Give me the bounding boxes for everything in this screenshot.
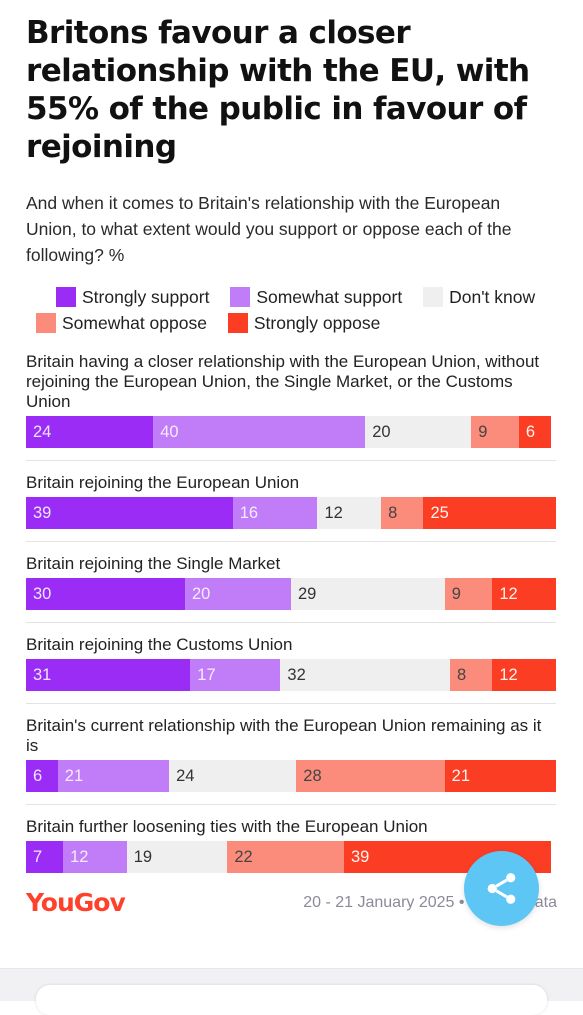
bottom-panel [36, 985, 547, 1015]
bar-segment-somewhat-support[interactable]: 20 [185, 578, 291, 610]
legend-label: Strongly oppose [253, 313, 381, 333]
legend-item-somewhat-oppose[interactable]: Somewhat oppose [26, 313, 207, 333]
bar-segment-dont-know[interactable]: 29 [291, 578, 445, 610]
bar-segment-somewhat-support[interactable]: 40 [153, 416, 366, 448]
share-button[interactable] [464, 851, 539, 926]
legend-item-strongly-support[interactable]: Strongly support [26, 287, 209, 307]
legend-swatch [36, 313, 56, 333]
bar-segment-strongly-oppose[interactable]: 12 [492, 659, 556, 691]
bar-segment-dont-know[interactable]: 12 [317, 497, 382, 529]
yougov-logo[interactable]: YouGov [26, 888, 126, 917]
chart-subtitle: And when it comes to Britain's relations… [26, 193, 512, 265]
bar-segment-dont-know[interactable]: 19 [126, 841, 228, 873]
legend-swatch [423, 287, 444, 307]
category-label: Britain having a closer relationship wit… [26, 352, 540, 411]
legend-item-strongly-oppose[interactable]: Strongly oppose [218, 313, 380, 333]
chart-row: Britain rejoining the Single Market 30 20 2… [26, 550, 556, 623]
legend-label: Somewhat support [256, 287, 403, 307]
stacked-bar: 24 40 20 9 6 [26, 416, 556, 448]
bar-segment-strongly-support[interactable]: 31 [26, 659, 191, 691]
bar-segment-somewhat-oppose[interactable]: 28 [296, 760, 445, 792]
bar-segment-somewhat-support[interactable]: 12 [63, 841, 127, 873]
stacked-bar: 30 20 29 9 12 [26, 578, 556, 610]
bar-segment-somewhat-oppose[interactable]: 9 [471, 416, 519, 448]
legend-item-somewhat-support[interactable]: Somewhat support [220, 287, 402, 307]
chart-row: Britain's current relationship with the … [26, 712, 556, 805]
stacked-bar: 6 21 24 28 21 [26, 760, 556, 792]
stacked-bar-chart: Britain having a closer relationship wit… [26, 348, 556, 893]
stacked-bar: 31 17 32 8 12 [26, 659, 556, 691]
bar-segment-dont-know[interactable]: 32 [280, 659, 450, 691]
bar-segment-somewhat-oppose[interactable]: 9 [444, 578, 493, 610]
bar-segment-strongly-oppose[interactable]: 6 [518, 416, 551, 448]
category-label: Britain's current relationship with the … [26, 716, 542, 755]
legend-item-dont-know[interactable]: Don't know [413, 287, 535, 307]
chart-legend: Strongly support Somewhat support Don't … [26, 284, 546, 336]
chart-row: Britain rejoining the European Union 39 16… [26, 469, 556, 542]
legend-swatch [56, 287, 76, 307]
chart-row: Britain having a closer relationship wit… [26, 348, 556, 461]
bar-segment-strongly-support[interactable]: 7 [26, 841, 64, 873]
legend-swatch [230, 287, 251, 307]
category-label: Britain rejoining the Single Market [26, 554, 281, 573]
bar-segment-strongly-support[interactable]: 39 [26, 497, 233, 529]
bar-segment-somewhat-oppose[interactable]: 8 [449, 659, 493, 691]
bar-segment-somewhat-oppose[interactable]: 22 [227, 841, 344, 873]
category-label: Britain rejoining the Customs Union [26, 635, 293, 654]
bar-segment-strongly-oppose[interactable]: 12 [492, 578, 556, 610]
bar-segment-somewhat-support[interactable]: 16 [232, 497, 318, 529]
category-label: Britain rejoining the European Union [26, 473, 300, 492]
legend-label: Don't know [449, 287, 536, 307]
category-label: Britain further loosening ties with the … [26, 817, 428, 836]
bar-segment-somewhat-oppose[interactable]: 8 [381, 497, 424, 529]
bar-segment-strongly-oppose[interactable]: 25 [423, 497, 556, 529]
bar-segment-somewhat-support[interactable]: 21 [57, 760, 170, 792]
legend-label: Somewhat oppose [62, 313, 207, 333]
legend-label: Strongly support [82, 287, 210, 307]
chart-row: Britain rejoining the Customs Union 31 17 3… [26, 631, 556, 704]
bar-segment-strongly-support[interactable]: 24 [26, 416, 154, 448]
page-title: Britons favour a closer relationship wit… [26, 15, 530, 165]
bar-segment-dont-know[interactable]: 20 [365, 416, 472, 448]
legend-swatch [227, 313, 248, 333]
bar-segment-somewhat-support[interactable]: 17 [190, 659, 281, 691]
stacked-bar: 39 16 12 8 25 [26, 497, 556, 529]
bar-segment-dont-know[interactable]: 24 [169, 760, 297, 792]
bar-segment-strongly-support[interactable]: 30 [26, 578, 185, 610]
bar-segment-strongly-support[interactable]: 6 [26, 760, 58, 792]
bar-segment-strongly-oppose[interactable]: 21 [444, 760, 556, 792]
